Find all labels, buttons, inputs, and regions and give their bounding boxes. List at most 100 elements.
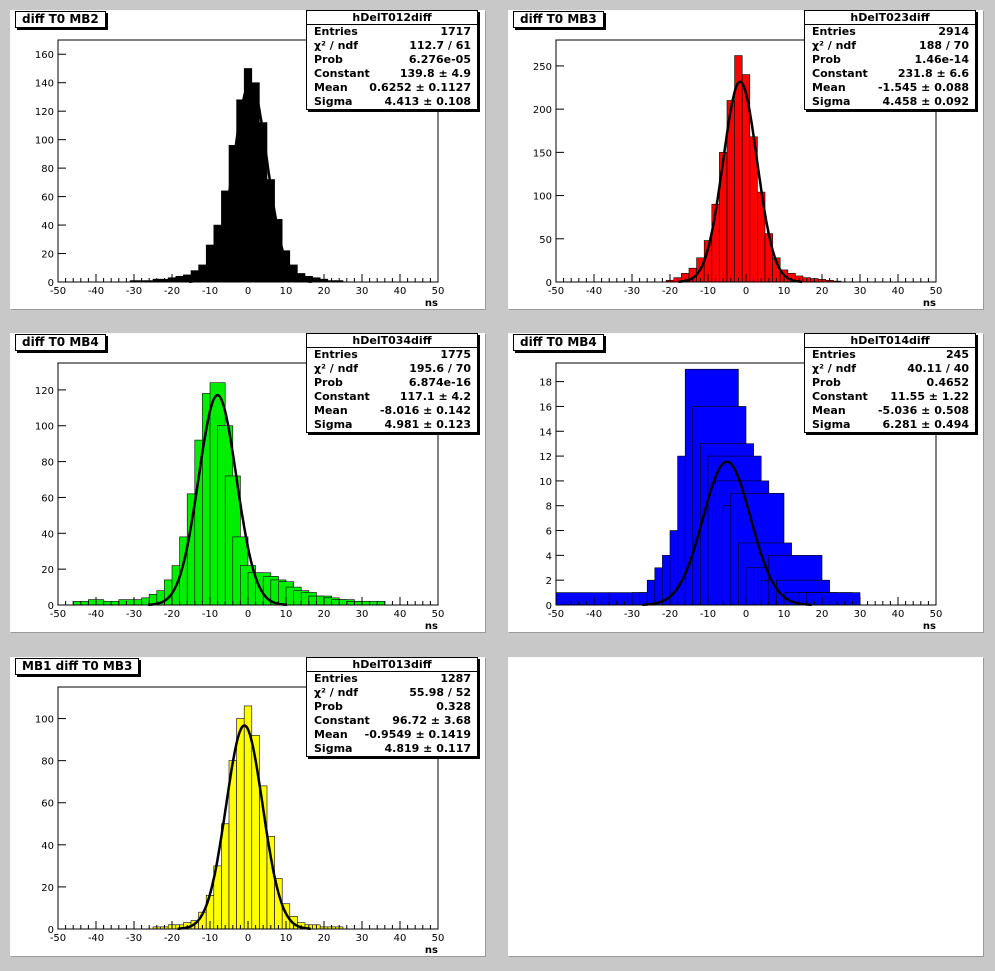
y-tick-label: 20: [41, 883, 54, 894]
stats-value: 4.981 ± 0.123: [384, 418, 471, 431]
x-tick-label: 10: [280, 933, 293, 944]
x-tick-label: 50: [432, 609, 445, 620]
stats-label: Mean: [812, 404, 846, 417]
x-tick-label: -10: [202, 286, 218, 297]
stats-value: 195.6 / 70: [409, 362, 471, 375]
x-tick-label: -50: [50, 286, 66, 297]
x-tick-label: 0: [743, 609, 749, 620]
stats-value: 245: [946, 348, 969, 361]
y-tick-label: 150: [533, 148, 552, 159]
stats-label: χ² / ndf: [314, 39, 359, 52]
stats-value: 4.819 ± 0.117: [384, 742, 471, 755]
x-tick-label: 40: [394, 933, 407, 944]
x-tick-label: 0: [743, 286, 749, 297]
y-tick-label: 0: [546, 278, 552, 289]
stats-title: hDelT023diff: [805, 11, 975, 25]
stats-row: Prob 6.874e-16: [307, 376, 477, 390]
x-tick-label: 30: [356, 609, 369, 620]
y-tick-label: 0: [48, 925, 54, 936]
stats-row: Constant 11.55 ± 1.22: [805, 390, 975, 404]
stats-label: Entries: [314, 25, 358, 38]
stats-label: Prob: [314, 53, 343, 66]
x-tick-label: -50: [548, 286, 564, 297]
y-tick-label: 120: [35, 386, 54, 397]
gaussian-fit-curve: [189, 81, 312, 283]
pad-6-empty: [508, 657, 984, 957]
x-tick-label: 50: [930, 609, 943, 620]
y-tick-label: 6: [546, 527, 552, 538]
stats-value: 40.11 / 40: [907, 362, 969, 375]
x-tick-label: -20: [164, 609, 180, 620]
x-tick-label: -30: [624, 609, 640, 620]
x-tick-label: 30: [854, 609, 867, 620]
stats-label: Entries: [812, 348, 856, 361]
y-tick-label: 12: [539, 452, 552, 463]
stats-row: Entries 245: [805, 348, 975, 362]
y-tick-label: 20: [41, 565, 54, 576]
y-tick-label: 10: [539, 477, 552, 488]
y-tick-label: 250: [533, 62, 552, 73]
stats-row: Prob 0.328: [307, 700, 477, 714]
y-tick-label: 0: [546, 601, 552, 612]
stats-label: Entries: [314, 348, 358, 361]
y-tick-label: 100: [35, 715, 54, 726]
stats-row: χ² / ndf 40.11 / 40: [805, 362, 975, 376]
x-tick-label: 0: [245, 933, 251, 944]
x-axis-label: ns: [425, 621, 438, 632]
stats-row: Constant 231.8 ± 6.6: [805, 67, 975, 81]
pad-title-5: MB1 diff T0 MB3: [15, 658, 140, 675]
stats-value: 0.6252 ± 0.1127: [369, 81, 471, 94]
y-tick-label: 2: [546, 576, 552, 587]
stats-label: Constant: [314, 390, 370, 403]
y-tick-label: 100: [35, 422, 54, 433]
stats-label: Sigma: [812, 418, 851, 431]
y-tick-label: 0: [48, 601, 54, 612]
stats-title: hDelT034diff: [307, 334, 477, 348]
y-tick-label: 140: [35, 79, 54, 90]
stats-row: Entries 1775: [307, 348, 477, 362]
y-tick-label: 60: [41, 799, 54, 810]
x-tick-label: -20: [164, 933, 180, 944]
stats-label: χ² / ndf: [314, 362, 359, 375]
y-tick-label: 40: [41, 221, 54, 232]
stats-label: Sigma: [314, 95, 353, 108]
x-tick-label: -50: [548, 609, 564, 620]
stats-row: Mean -0.9549 ± 0.1419: [307, 728, 477, 742]
histogram-plot-4: -50 -40 -30 -20 -10 0 10 20 30 40 50 0 2 4 6 8 10 12 14 16 1…: [539, 362, 943, 632]
x-tick-label: -10: [700, 286, 716, 297]
x-tick-label: -10: [202, 933, 218, 944]
stats-row: χ² / ndf 195.6 / 70: [307, 362, 477, 376]
stats-label: χ² / ndf: [314, 686, 359, 699]
y-tick-label: 60: [41, 493, 54, 504]
stats-row: Constant 96.72 ± 3.68: [307, 714, 477, 728]
x-tick-label: -50: [50, 609, 66, 620]
x-tick-label: 20: [318, 609, 331, 620]
stats-value: 55.98 / 52: [409, 686, 471, 699]
stats-title: hDelT014diff: [805, 334, 975, 348]
stats-value: 0.4652: [926, 376, 969, 389]
stats-row: Prob 0.4652: [805, 376, 975, 390]
y-tick-label: 100: [533, 192, 552, 203]
gaussian-fit-curve: [678, 80, 802, 283]
stats-row: Sigma 4.458 ± 0.092: [805, 95, 975, 109]
x-tick-label: -30: [126, 933, 142, 944]
x-tick-label: -50: [50, 933, 66, 944]
x-tick-label: -40: [586, 286, 602, 297]
stats-box-4: hDelT014diff Entries 245 χ² / ndf 40.11 / …: [804, 333, 976, 433]
y-tick-label: 18: [539, 378, 552, 389]
x-tick-label: -20: [662, 286, 678, 297]
y-tick-label: 20: [41, 250, 54, 261]
stats-value: 4.458 ± 0.092: [882, 95, 969, 108]
stats-label: Prob: [812, 376, 841, 389]
stats-row: Constant 139.8 ± 4.9: [307, 67, 477, 81]
stats-box-1: hDelT012diff Entries 1717 χ² / ndf 112.7 /…: [306, 10, 478, 110]
x-tick-label: 20: [318, 933, 331, 944]
stats-row: Prob 6.276e-05: [307, 53, 477, 67]
gaussian-fit-curve: [642, 460, 812, 606]
stats-row: Sigma 4.819 ± 0.117: [307, 742, 477, 756]
y-tick-label: 14: [539, 427, 552, 438]
stats-value: 0.328: [436, 700, 471, 713]
stats-label: Sigma: [812, 95, 851, 108]
stats-label: χ² / ndf: [812, 39, 857, 52]
